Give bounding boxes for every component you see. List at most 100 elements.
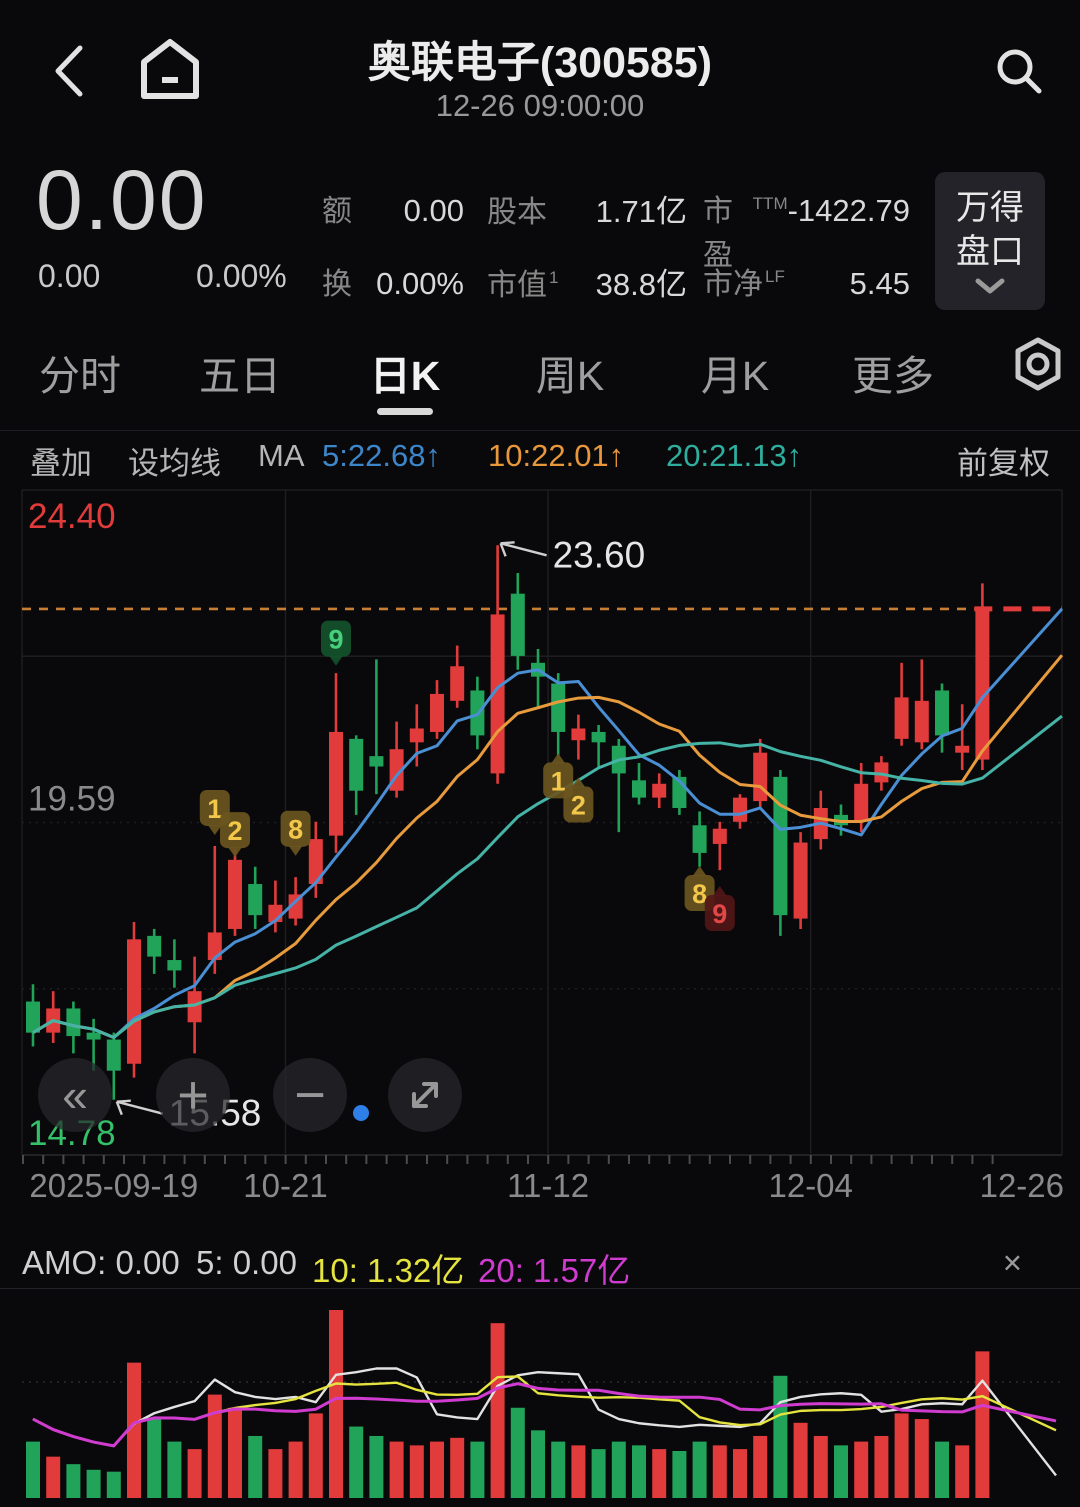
home-icon	[141, 39, 199, 99]
candle-body	[914, 700, 929, 743]
chart-settings-button[interactable]	[1012, 336, 1064, 392]
stat-label: 额	[322, 195, 352, 228]
candle-body	[86, 1032, 101, 1040]
tab-分时[interactable]: 分时	[39, 353, 121, 399]
candle-body	[854, 783, 869, 822]
volume-bar	[369, 1435, 384, 1498]
volume-bar	[813, 1435, 828, 1498]
overlay-button[interactable]: 叠加	[30, 446, 92, 481]
period-tabbar: 分时 五日 日K 周K 月K 更多	[0, 318, 1080, 431]
tab-更多[interactable]: 更多	[852, 353, 934, 399]
volume-bar	[632, 1445, 646, 1498]
zoom-out-button[interactable]: −	[273, 1058, 347, 1132]
volume-bar	[147, 1419, 162, 1498]
tab-日K[interactable]: 日K	[369, 353, 441, 399]
count-badge-9: 9	[704, 886, 735, 932]
home-button[interactable]	[138, 36, 202, 102]
candle-body	[26, 1001, 40, 1033]
stat-value: 38.8亿	[595, 267, 687, 302]
stat-value: 0.00	[403, 193, 464, 228]
candle-body	[288, 894, 303, 919]
candle-body	[733, 797, 747, 822]
pager-dot	[353, 1105, 369, 1121]
ma-value-5: 5:22.68↑	[322, 438, 441, 473]
candle-body	[106, 1039, 121, 1071]
price-change: 0.00	[38, 258, 101, 294]
wind-orderbook-label-2: 盘口	[956, 233, 1024, 271]
candle-body	[127, 939, 141, 1064]
tab-月K[interactable]: 月K	[700, 353, 770, 399]
set-ma-button[interactable]: 设均线	[128, 446, 221, 481]
candle-body	[450, 666, 465, 701]
svg-text:1: 1	[207, 794, 222, 824]
candle-body	[773, 776, 788, 916]
count-badge-2: 2	[220, 812, 250, 858]
back-button[interactable]	[48, 42, 92, 100]
candle-body	[571, 728, 586, 741]
candle-body	[167, 960, 182, 971]
search-button[interactable]	[992, 44, 1046, 98]
search-icon	[997, 49, 1042, 94]
price-change-pct: 0.00%	[196, 258, 287, 294]
candle-body	[955, 745, 970, 753]
ma20-line	[32, 714, 1063, 1039]
svg-text:9: 9	[328, 625, 343, 655]
stat-superscript: TTM	[752, 194, 788, 213]
volume-bar	[935, 1441, 949, 1498]
stat-superscript: LF	[765, 267, 785, 286]
fullscreen-button[interactable]	[388, 1058, 462, 1132]
active-tab-underline	[377, 408, 433, 415]
candle-body	[874, 762, 889, 783]
stat-换: 换 0.00%	[322, 259, 464, 303]
volume-bar	[106, 1471, 121, 1498]
stat-label: 市净	[703, 268, 763, 301]
adjust-mode-button[interactable]: 前复权	[957, 446, 1050, 481]
candle-body	[975, 608, 990, 760]
stat-市净: 市净 LF 5.45	[703, 259, 910, 303]
stat-value: -1422.79	[787, 193, 910, 228]
candle-body	[490, 614, 505, 774]
candle-body	[66, 1008, 81, 1037]
volume-bar	[591, 1449, 606, 1498]
candle-body	[228, 859, 242, 929]
volume-ma20-line	[32, 1382, 1057, 1448]
candle-body	[753, 752, 768, 802]
candle-body	[591, 731, 606, 743]
volume-bar	[66, 1464, 81, 1498]
count-badge-2: 2	[563, 777, 594, 823]
candle-body	[712, 828, 727, 844]
volume-bar	[975, 1351, 990, 1498]
volume-bar	[470, 1441, 485, 1498]
quote-datetime: 12-26 09:00:00	[435, 88, 645, 123]
volume-bar	[531, 1430, 545, 1498]
volume-bar	[773, 1375, 788, 1498]
candle-body	[894, 697, 909, 739]
volume-legend-item: 20: 1.57亿	[478, 1252, 631, 1289]
volume-bar	[753, 1435, 768, 1498]
tab-周K[interactable]: 周K	[535, 353, 605, 399]
volume-bar	[389, 1441, 404, 1498]
count-badge-9: 9	[321, 620, 351, 666]
close-indicator-button[interactable]: ×	[1002, 1244, 1022, 1281]
volume-bar	[955, 1445, 970, 1498]
x-axis-labels: 2025-09-19 10-21 11-12 12-04 12-26	[0, 1163, 1080, 1211]
volume-chart[interactable]	[0, 1288, 1080, 1507]
volume-bar	[228, 1407, 242, 1498]
rewind-button[interactable]: «	[38, 1058, 112, 1132]
volume-bar	[167, 1441, 182, 1498]
wind-orderbook-button[interactable]: 万得 盘口	[935, 172, 1045, 310]
candle-body	[369, 756, 384, 767]
volume-bar	[349, 1426, 364, 1498]
stat-superscript: 1	[549, 268, 559, 287]
volume-bar	[551, 1441, 566, 1498]
volume-bar	[793, 1422, 808, 1498]
volume-bar	[854, 1441, 869, 1498]
ma-value-10: 10:22.01↑	[488, 438, 625, 473]
stat-股本: 股本 1.71亿	[487, 186, 687, 231]
tab-五日[interactable]: 五日	[199, 353, 281, 399]
zoom-in-button[interactable]: +	[156, 1058, 230, 1132]
svg-text:8: 8	[692, 879, 707, 909]
volume-bar	[26, 1441, 40, 1498]
